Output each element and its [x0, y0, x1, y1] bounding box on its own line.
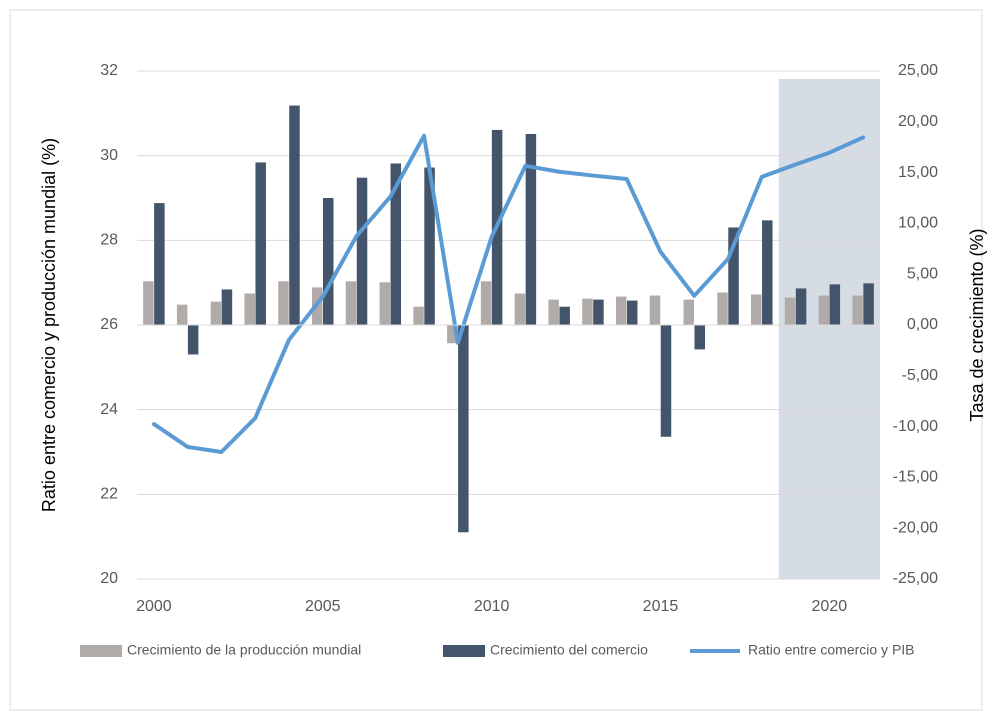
y-tick-label: 20: [100, 570, 118, 587]
bar: [728, 227, 739, 325]
y-tick-label: 28: [100, 232, 118, 249]
bar: [649, 295, 661, 325]
legend-label: Ratio entre comercio y PIB: [748, 642, 915, 658]
y-tick-label: 32: [100, 62, 118, 79]
bar: [694, 325, 705, 350]
x-tick-label: 2010: [474, 598, 510, 615]
bar: [210, 301, 222, 325]
y2-tick-label: -20,00: [893, 519, 938, 536]
y2-tick-label: 25,00: [898, 62, 938, 79]
frame: [9, 9, 983, 711]
bar: [784, 297, 796, 325]
bar: [323, 198, 334, 325]
y2-tick-label: 20,00: [898, 113, 938, 130]
bar: [514, 293, 526, 325]
bar: [424, 167, 435, 325]
bar: [559, 306, 570, 325]
y2-tick-label: 10,00: [898, 215, 938, 232]
x-tick-label: 2020: [812, 598, 848, 615]
y2-tick-label: 5,00: [907, 265, 938, 282]
bar: [762, 220, 773, 325]
bar: [390, 163, 402, 325]
bar: [582, 298, 593, 325]
bar: [852, 295, 863, 325]
bar: [548, 299, 559, 325]
x-tick-label: 2000: [136, 598, 172, 615]
bar: [525, 133, 537, 325]
bar: [480, 281, 492, 325]
bar: [447, 325, 458, 344]
bar: [255, 162, 266, 325]
x-tick-label: 2015: [643, 598, 679, 615]
legend-swatch: [443, 645, 485, 657]
y-tick-label: 22: [100, 486, 118, 503]
bar: [683, 299, 694, 325]
y2-tick-label: -15,00: [893, 469, 938, 486]
bar: [176, 304, 188, 325]
bar: [818, 295, 830, 325]
bar: [244, 293, 255, 325]
bar: [143, 281, 154, 325]
y2-axis-title: Tasa de crecimiento (%): [967, 228, 987, 421]
bar: [593, 299, 604, 325]
line: [151, 133, 866, 454]
bar: [795, 288, 807, 325]
x-tick-label: 2005: [305, 598, 341, 615]
bar: [289, 105, 300, 325]
bar: [278, 281, 289, 325]
legend-swatch: [80, 645, 122, 657]
bar: [863, 283, 874, 325]
bar: [717, 292, 728, 325]
bar: [615, 296, 627, 325]
y2-tick-label: -10,00: [893, 418, 938, 435]
bar: [154, 203, 165, 325]
y2-tick-label: -25,00: [893, 570, 938, 587]
y2-tick-label: 0,00: [907, 316, 938, 333]
y-tick-label: 24: [100, 401, 118, 418]
y-axis-title: Ratio entre comercio y producción mundia…: [39, 138, 59, 512]
bar: [660, 325, 672, 437]
bar: [221, 289, 233, 325]
bar: [356, 177, 368, 325]
y-tick-label: 30: [100, 147, 118, 164]
bar: [187, 325, 199, 355]
legend-label: Crecimiento del comercio: [490, 642, 648, 658]
bar: [345, 281, 357, 325]
bar: [379, 282, 391, 325]
bar: [626, 300, 638, 325]
forecast-shade: [778, 79, 880, 579]
bar: [829, 284, 841, 325]
y2-tick-label: -5,00: [902, 367, 939, 384]
bar: [413, 306, 424, 325]
y-tick-label: 26: [100, 316, 118, 333]
bar: [458, 325, 469, 533]
y2-tick-label: 15,00: [898, 164, 938, 181]
bar: [751, 294, 762, 325]
legend-label: Crecimiento de la producción mundial: [127, 642, 361, 658]
